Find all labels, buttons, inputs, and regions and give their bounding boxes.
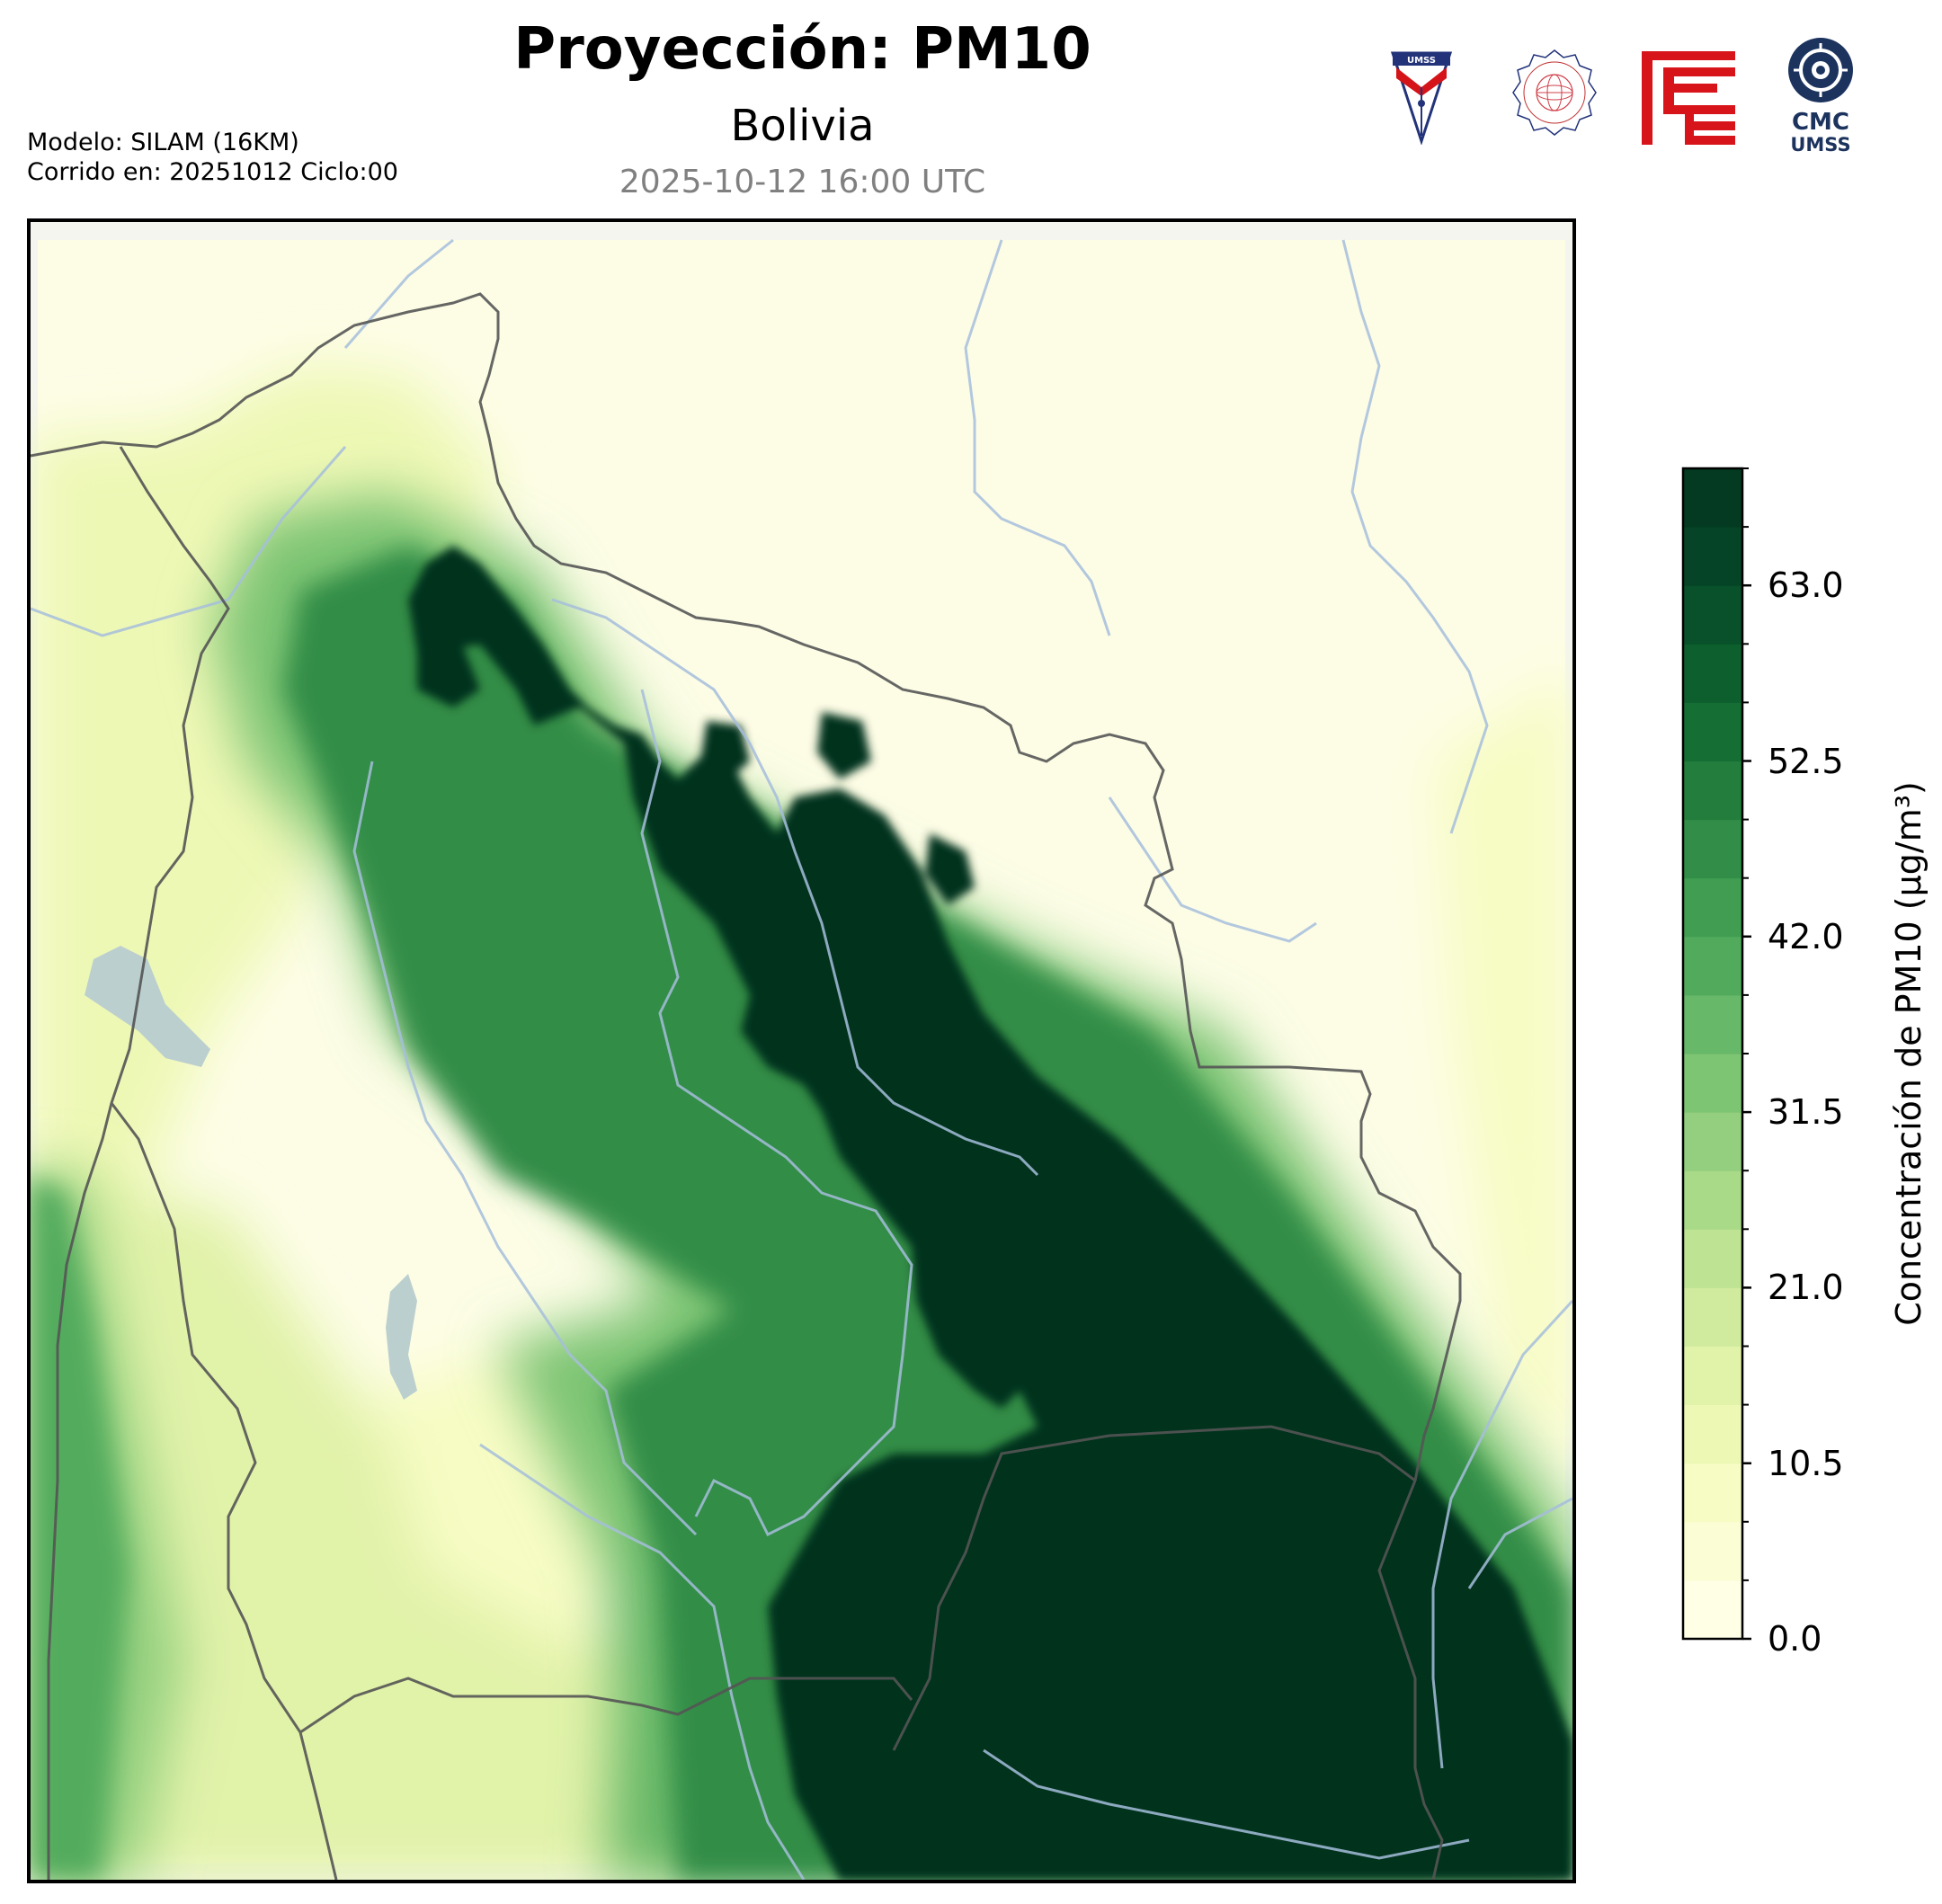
river [640, 689, 913, 1537]
river [343, 238, 454, 349]
colorbar-tick-label: 10.5 [1768, 1443, 1844, 1483]
map-canvas [31, 222, 1572, 1880]
lake-titicaca [85, 946, 210, 1067]
river [551, 598, 1039, 1177]
rivers [31, 238, 1572, 1880]
colorbar-tick-label: 31.5 [1768, 1092, 1844, 1133]
region-subtitle: Bolivia [730, 101, 875, 151]
cmc-umss-text: UMSS [1790, 134, 1850, 155]
river [1341, 239, 1489, 834]
colorbar-segment [1683, 1579, 1742, 1640]
river [1467, 1497, 1572, 1589]
colorbar-segment [1683, 994, 1742, 1054]
dense-pm10-plume [408, 546, 1572, 1880]
run-line: Corrido en: 20251012 Ciclo:00 [27, 158, 398, 186]
colorbar-segment [1683, 1054, 1742, 1113]
colorbar-segment [1683, 936, 1742, 996]
river [1108, 796, 1317, 943]
forecast-timestamp: 2025-10-12 16:00 UTC [619, 164, 986, 200]
cmc-text: CMC [1792, 109, 1849, 136]
physics-department-seal [1512, 49, 1597, 136]
colorbar-segment [1683, 1521, 1742, 1581]
colorbar-segment [1683, 1404, 1742, 1464]
colorbar-segment [1683, 527, 1742, 586]
colorbar-segment [1683, 1346, 1742, 1406]
colorbar-tick-label: 52.5 [1768, 741, 1844, 781]
colorbar-segment [1683, 1229, 1742, 1288]
umss-shield-logo: UMSS [1390, 51, 1453, 145]
colorbar-segment [1683, 702, 1742, 761]
river [352, 761, 698, 1536]
country-borders [31, 292, 1462, 1880]
cmc-umss-logo: CMC UMSS [1788, 38, 1853, 155]
colorbar-segment [1683, 1170, 1742, 1230]
colorbar-tick-label: 63.0 [1768, 565, 1844, 606]
bolivia-border [31, 292, 1462, 1880]
colorbar-segment [1683, 877, 1742, 938]
model-line: Modelo: SILAM (16KM) [27, 129, 299, 156]
model-info: Modelo: SILAM (16KM) Corrido en: 2025101… [27, 128, 398, 187]
colorbar-segment [1683, 1112, 1742, 1171]
river [479, 1443, 806, 1880]
paraguay-border [892, 1425, 1416, 1751]
colorbar-scale [1681, 467, 1751, 1641]
colorbar-tick-label: 0.0 [1768, 1619, 1822, 1659]
colorbar-segment [1683, 761, 1742, 821]
colorbar-segment [1683, 644, 1742, 703]
colorbar-segment [1683, 468, 1742, 528]
river [964, 239, 1111, 636]
colorbar-title: Concentración de PM10 (µg/m³) [1889, 781, 1929, 1326]
argentina-border [299, 1677, 913, 1734]
chile-bolivia-border [110, 1102, 338, 1880]
colorbar-segment [1683, 1287, 1742, 1347]
peru-chile-border [47, 446, 230, 1880]
umss-shield-text: UMSS [1407, 56, 1436, 66]
colorbar-tick-label: 42.0 [1768, 916, 1844, 956]
river [1431, 1299, 1572, 1769]
page-title: Proyección: PM10 [513, 16, 1091, 83]
river [31, 446, 347, 637]
lakes [85, 946, 417, 1400]
red-brand-logo [1642, 51, 1735, 145]
colorbar: 0.0 10.5 21.0 31.5 42.0 52.5 63.0 [1679, 467, 1877, 1659]
colorbar-segment [1683, 819, 1742, 879]
colorbar-tick-label: 21.0 [1768, 1268, 1844, 1308]
colorbar-segment [1683, 585, 1742, 645]
river [983, 1748, 1470, 1860]
colorbar-segment [1683, 1463, 1742, 1523]
pm10-concentration-map [27, 218, 1576, 1883]
lake-poopo [386, 1274, 417, 1400]
